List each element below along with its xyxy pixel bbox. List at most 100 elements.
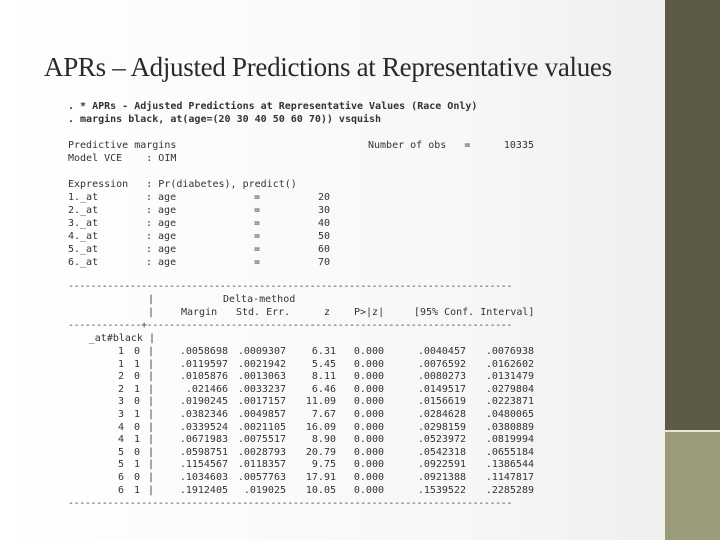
cell-ci-high: .0076938 [485, 346, 534, 357]
table-top-rule: ----------------------------------------… [68, 281, 513, 292]
cell-black: 0 [133, 371, 140, 383]
at-var: : age [146, 192, 177, 203]
table-cross-rule: -------------+--------------------------… [68, 320, 513, 331]
cell-z: 8.11 [311, 371, 336, 383]
slide-background [0, 0, 665, 540]
cell-z: 16.09 [305, 421, 336, 433]
cell-margin: .1154567 [179, 459, 228, 471]
table-row: 6 0 | .1034603 .0057763 17.91 0.000 .0921388 .11… [68, 472, 548, 483]
at-row: 3._at : age = 40 [68, 218, 548, 229]
cell-p: 0.000 [353, 358, 384, 370]
at-label: 2._at [68, 205, 99, 216]
at-value: 40 [317, 218, 330, 229]
cell-ci-high: .0380889 [485, 421, 534, 433]
side-accent-bar-light [665, 432, 720, 540]
nobs-value: 10335 [503, 140, 534, 151]
cell-black: 0 [133, 472, 140, 483]
cell-black: 1 [133, 434, 140, 446]
cell-ci-high: .0655184 [485, 446, 534, 458]
at-value: 30 [317, 205, 330, 216]
cell-at: 4 [117, 421, 124, 433]
delta-method-label: Delta-method [223, 294, 296, 305]
col-divider: | [148, 409, 155, 420]
at-eq: = [254, 218, 261, 229]
cell-ci-high: .0480065 [485, 409, 534, 420]
table-row: 2 0 | .0105876 .0013063 8.11 0.000 .0080273 .013… [68, 371, 548, 382]
cell-at: 5 [117, 459, 124, 471]
at-label: 3._at [68, 218, 99, 229]
cell-at: 3 [117, 409, 124, 420]
col-divider: | [148, 459, 155, 471]
group-label-row: _at#black | [68, 333, 548, 344]
cell-ci-low: .0298159 [417, 421, 466, 433]
cell-ci-low: .0149517 [417, 383, 466, 395]
cell-at: 2 [117, 383, 124, 395]
cell-ci-high: .0223871 [485, 396, 534, 408]
at-label: 1._at [68, 192, 99, 203]
cell-black: 1 [133, 409, 140, 420]
cell-black: 1 [133, 484, 140, 496]
table-row: 3 1 | .0382346 .0049857 7.67 0.000 .0284628 .048… [68, 409, 548, 420]
model-vce-line: Model VCE : OIM [68, 153, 177, 164]
cell-std-err: .0009307 [237, 346, 286, 357]
cell-black: 0 [133, 346, 140, 357]
cell-margin: .0058698 [179, 346, 228, 357]
at-row: 4._at: age = 50 [68, 231, 548, 242]
at-eq: = [254, 231, 261, 242]
cell-black: 0 [133, 396, 140, 408]
table-row: 6 1 | .1912405 .019025 10.05 0.000 .1539522 .228… [68, 485, 548, 496]
cell-black: 1 [133, 358, 140, 370]
cell-ci-low: .0040457 [417, 346, 466, 357]
table-row: 2 1 | .021466 .0033237 6.46 0.000 .0149517 .0279… [68, 384, 548, 395]
cell-p: 0.000 [353, 421, 384, 433]
cell-black: 1 [133, 383, 140, 395]
header-p: P>|z| [354, 307, 385, 318]
at-value: 60 [317, 244, 330, 255]
at-eq: = [254, 192, 261, 203]
cell-std-err: .019025 [243, 484, 286, 496]
cell-ci-high: .2285289 [485, 484, 534, 496]
at-row: 5._at: age = 60 [68, 244, 548, 255]
header-z: z [323, 307, 330, 318]
cell-black: 0 [133, 446, 140, 458]
cell-z: 20.79 [305, 446, 336, 458]
at-var: : age [146, 257, 177, 268]
output-header-title: Predictive margins Number of obs = 10335 [68, 140, 548, 151]
cell-std-err: .0021942 [237, 358, 286, 370]
cell-z: 9.75 [311, 459, 336, 471]
at-var: : age [146, 231, 177, 242]
cell-margin: .1912405 [179, 484, 228, 496]
table-row: 5 1 | .1154567 .0118357 9.75 0.000 .0922591 .138… [68, 459, 548, 470]
cell-ci-low: .0921388 [417, 472, 466, 483]
cell-ci-low: .0523972 [417, 434, 466, 446]
cell-at: 2 [117, 371, 124, 383]
cell-margin: .0119597 [179, 358, 228, 370]
cell-margin: .0382346 [179, 409, 228, 420]
cell-ci-high: .1386544 [485, 459, 534, 471]
cell-ci-low: .1539522 [417, 484, 466, 496]
cell-ci-low: .0542318 [417, 446, 466, 458]
cell-std-err: .0013063 [237, 371, 286, 383]
cell-ci-low: .0284628 [417, 409, 466, 420]
cell-ci-low: .0080273 [417, 371, 466, 383]
table-row: 3 0 | .0190245 .0017157 11.09 0.000 .0156619 .02… [68, 396, 548, 407]
at-var: : age [146, 218, 177, 229]
cell-ci-low: .0156619 [417, 396, 466, 408]
cell-std-err: .0057763 [237, 472, 286, 483]
nobs-label: Number of obs = [368, 140, 471, 151]
header-margin: Margin [181, 307, 218, 318]
cell-z: 17.91 [305, 472, 336, 483]
header-title: Predictive margins [68, 140, 177, 151]
cell-at: 1 [117, 346, 124, 357]
cell-black: 0 [133, 421, 140, 433]
table-bottom-rule: ----------------------------------------… [68, 498, 513, 510]
cell-p: 0.000 [353, 434, 384, 446]
at-value: 50 [317, 231, 330, 242]
cell-ci-high: .0162602 [485, 358, 534, 370]
cell-ci-high: .0131479 [485, 371, 534, 383]
at-eq: = [254, 205, 261, 216]
command-line-margins: . margins black, at(age=(20 30 40 50 60 … [68, 114, 382, 125]
col-divider: | [148, 294, 155, 305]
cell-p: 0.000 [353, 383, 384, 395]
cell-std-err: .0017157 [237, 396, 286, 408]
